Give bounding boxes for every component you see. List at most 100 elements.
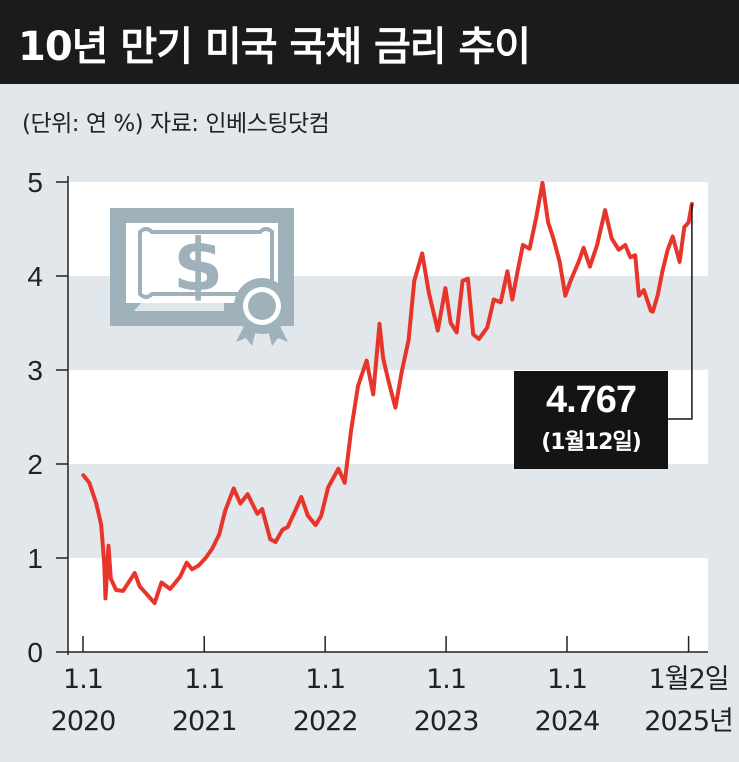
series-point [534,216,538,220]
x-tick-label-top: 1.1 [63,664,103,695]
series-point [521,243,525,247]
series-point [682,225,686,229]
y-tick-label: 5 [27,167,43,198]
series-point [477,337,481,341]
series-point [471,332,475,336]
y-tick-label: 0 [27,637,43,668]
series-point [314,523,318,527]
unit-source-label: (단위: 연 %) 자료: 인베스팅닷컴 [22,111,330,137]
series-point [443,286,447,290]
series-point [217,532,221,537]
series-point [499,300,503,304]
series-point [466,277,470,281]
series-point [178,575,182,579]
series-point [99,523,103,527]
series-point [595,243,599,247]
series-point [510,297,514,302]
series-point [190,567,194,571]
x-tick-label-bottom: 2021 [172,706,237,737]
series-point [582,246,586,250]
series-point [238,501,242,506]
x-tick-label-top: 1월2일 [649,664,729,695]
series-point [651,310,655,314]
series-point [144,592,148,596]
series-point [528,247,532,251]
series-point [386,377,390,381]
title-bar: 10년 만기 미국 국채 금리 추이 [0,0,739,84]
series-point [133,571,137,575]
series-point [455,330,459,334]
series-point [268,537,272,541]
series-point [400,370,404,374]
x-tick-label-bottom: 2022 [293,706,358,737]
series-point [273,540,278,544]
series-point [326,485,330,490]
series-point [377,322,382,326]
series-point [121,589,125,593]
dollar-certificate-icon: $ [110,208,294,346]
y-tick-label: 1 [27,543,43,574]
series-point [461,279,465,283]
series-point [106,544,111,548]
band-0-1 [68,558,708,652]
series-point [336,467,340,471]
series-point [563,294,567,298]
series-point [577,260,581,264]
series-point [306,514,310,518]
series-point [656,293,660,297]
x-tick-label-top: 1.1 [305,664,345,695]
series-point [94,501,98,506]
series-point [286,525,290,529]
x-tick-label-bottom: 2023 [414,706,479,737]
series-point [102,561,106,565]
series-point [223,509,227,513]
series-points [81,181,694,605]
series-point [246,492,250,496]
x-ticks: 1.1 2020 1.1 2021 1.1 2022 1.1 2023 1.1 2024 1월2일 2… [51,636,734,737]
series-point [660,269,665,273]
series-point [356,384,360,388]
series-point [540,181,545,185]
series-point [678,260,682,264]
series-point [185,561,189,565]
series-point [197,563,201,568]
y-tick-label: 4 [27,261,43,292]
series-point [427,291,431,295]
x-tick-label-top: 1.1 [426,664,466,695]
latest-value-callout: 4.767 (1월12일) [514,371,668,469]
series-point [138,584,142,588]
series-point [168,587,172,591]
series-point [393,406,397,410]
series-point [637,294,641,298]
series-point [551,235,555,240]
series-point [588,265,592,269]
series-point [210,547,214,551]
series-point [280,528,284,532]
x-tick-label-top: 1.1 [547,664,587,695]
series-point [407,338,411,342]
series-point [516,269,520,273]
series-point [420,251,424,255]
callout-date: (1월12일) [541,430,642,455]
series-point [603,208,607,212]
series-point [109,577,113,581]
series-point [633,253,637,257]
series-point [558,260,562,264]
series-point [365,359,369,363]
series-point [349,429,353,433]
y-ticks: 0 1 2 3 4 5 [27,167,68,668]
series-point [232,486,236,490]
series-point [87,481,91,485]
series-point [81,473,85,477]
series-point [546,220,550,224]
series-point [687,220,691,224]
series-point [610,236,614,240]
series-point [617,248,621,252]
series-point [371,392,375,396]
x-tick-label-bottom: 2020 [51,706,116,737]
svg-text:$: $ [173,223,223,307]
series-point [628,255,632,259]
series-point [114,588,118,592]
chart-title: 10년 만기 미국 국채 금리 추이 [18,24,531,70]
series-point [103,596,108,601]
